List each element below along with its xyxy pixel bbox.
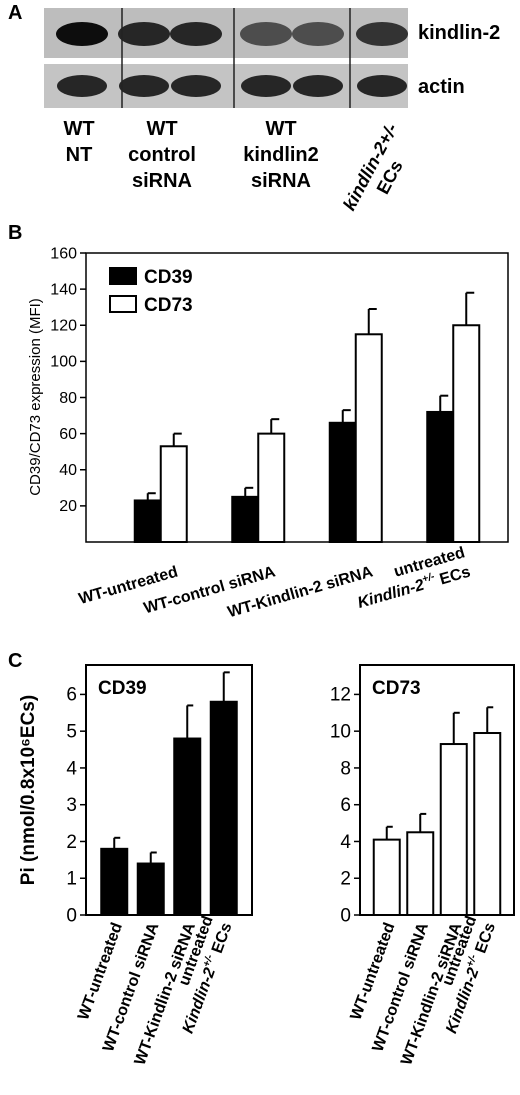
panel-c-letter: C bbox=[8, 650, 23, 672]
plot-frame bbox=[85, 664, 253, 916]
y-axis-label: CD39/CD73 expression (MFI) bbox=[27, 298, 44, 496]
bar-cd73 bbox=[473, 732, 502, 916]
y-tick-label: 40 bbox=[59, 462, 77, 479]
y-tick-label: 6 bbox=[66, 685, 77, 706]
bar-cd73 bbox=[257, 432, 286, 543]
bar-cd73 bbox=[439, 743, 468, 917]
lane-label-line: WT bbox=[63, 118, 95, 140]
y-tick-label: 4 bbox=[66, 758, 77, 779]
blot-band-actin bbox=[241, 75, 291, 97]
y-tick-label: 2 bbox=[340, 869, 351, 890]
lane-label-kindlin-het-ecs: kindlin-2+/- ECs bbox=[323, 91, 437, 253]
y-tick-label: 100 bbox=[50, 354, 77, 371]
y-tick-label: 8 bbox=[340, 758, 351, 779]
y-tick-label: 4 bbox=[340, 832, 351, 853]
y-tick-label: 3 bbox=[66, 795, 77, 816]
lane-label-control-sirna: WT control siRNA bbox=[112, 116, 212, 194]
y-tick-label: 1 bbox=[66, 869, 77, 890]
legend-swatch bbox=[109, 267, 137, 285]
y-tick-label: 10 bbox=[330, 722, 351, 743]
lane-label-line: WT bbox=[146, 118, 178, 140]
label-superscript: +/- bbox=[201, 953, 216, 969]
plot-frame bbox=[359, 664, 515, 916]
inset-label: CD39 bbox=[98, 678, 147, 699]
y-tick-label: 120 bbox=[50, 318, 77, 335]
bar-cd39 bbox=[231, 495, 260, 543]
bar-cd39 bbox=[100, 847, 129, 916]
bar-cd39 bbox=[209, 700, 238, 916]
y-tick-label: 140 bbox=[50, 281, 77, 298]
lane-label-line: NT bbox=[65, 144, 93, 166]
blot-label-actin: actin bbox=[418, 76, 465, 98]
bar-cd39 bbox=[328, 421, 357, 544]
legend-swatch bbox=[109, 295, 137, 313]
blot-band-kindlin2 bbox=[170, 22, 222, 46]
label-superscript: +/- bbox=[421, 571, 436, 585]
legend-label: CD39 bbox=[144, 267, 193, 288]
blot-band-kindlin2 bbox=[356, 22, 408, 46]
blot-band-actin bbox=[293, 75, 343, 97]
inset-label: CD73 bbox=[372, 678, 421, 699]
y-tick-label: 0 bbox=[66, 905, 77, 926]
y-tick-label: 60 bbox=[59, 426, 77, 443]
lane-label-line: siRNA bbox=[131, 170, 192, 192]
bar-cd73 bbox=[372, 838, 401, 916]
y-axis-label: Pi (nmol/0.8x10⁶ECs) bbox=[18, 695, 39, 885]
chart-panel-b: 20406080100120140160WT-untreatedWT-contr… bbox=[27, 245, 509, 621]
bar-cd39 bbox=[173, 737, 202, 916]
y-tick-label: 12 bbox=[330, 685, 351, 706]
panel-b-letter: B bbox=[8, 222, 23, 244]
blot-band-kindlin2 bbox=[240, 22, 292, 46]
bar-cd73 bbox=[159, 445, 188, 543]
y-tick-label: 2 bbox=[66, 832, 77, 853]
lane-label-line: WT bbox=[265, 118, 297, 140]
blot-band-actin bbox=[119, 75, 169, 97]
blot-band-kindlin2 bbox=[56, 22, 108, 46]
bar-cd39 bbox=[136, 862, 165, 917]
y-tick-label: 6 bbox=[340, 795, 351, 816]
label-superscript: +/- bbox=[465, 953, 480, 969]
legend-label: CD73 bbox=[144, 295, 193, 316]
lane-label-line: siRNA bbox=[250, 170, 311, 192]
blot-band-kindlin2 bbox=[292, 22, 344, 46]
lane-label-wt-nt: WT NT bbox=[44, 116, 114, 168]
y-tick-label: 80 bbox=[59, 390, 77, 407]
lane-label-kindlin2-sirna: WT kindlin2 siRNA bbox=[226, 116, 336, 194]
western-blot bbox=[44, 8, 408, 108]
panel-a-letter: A bbox=[8, 2, 23, 24]
bar-cd73 bbox=[354, 333, 383, 543]
lane-label-line: kindlin2 bbox=[243, 144, 319, 166]
blot-label-kindlin2: kindlin-2 bbox=[418, 22, 501, 44]
blot-band-actin bbox=[171, 75, 221, 97]
blot-band-actin bbox=[357, 75, 407, 97]
y-tick-label: 160 bbox=[50, 245, 77, 262]
bar-cd39 bbox=[133, 499, 162, 543]
bar-cd73 bbox=[406, 831, 435, 917]
lane-label-line: control bbox=[128, 144, 196, 166]
y-tick-label: 20 bbox=[59, 498, 77, 515]
bar-cd39 bbox=[426, 410, 455, 543]
blot-band-actin bbox=[57, 75, 107, 97]
bar-cd73 bbox=[452, 324, 481, 543]
blot-band-kindlin2 bbox=[118, 22, 170, 46]
y-tick-label: 0 bbox=[340, 905, 351, 926]
y-tick-label: 5 bbox=[66, 722, 77, 743]
